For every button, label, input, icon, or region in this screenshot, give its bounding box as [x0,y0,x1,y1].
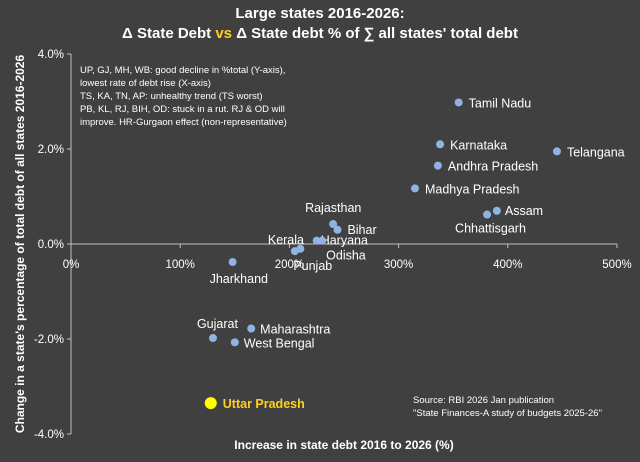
note-line-2: lowest rate of debt rise (X-axis) [80,78,211,89]
point-telangana [552,147,561,156]
x-ticks: 0% 100% 200% 300% 400% 500% [63,244,632,271]
point-label-uttar-pradesh: Uttar Pradesh [223,397,305,411]
point-label-karnataka: Karnataka [450,138,507,152]
point-label-tamil-nadu: Tamil Nadu [469,96,532,110]
note-line-5: improve. HR-Gurgaon effect (non-represen… [80,117,287,128]
y-tick-label: -4.0% [34,429,64,441]
subtitle-part-2: Δ State debt % of ∑ all states' total de… [232,25,518,42]
source-line-2: "State Finances-A study of budgets 2025-… [413,408,602,419]
x-tick-label: 0% [63,259,80,271]
point-label-bihar: Bihar [347,223,376,237]
point-uttar-pradesh [204,397,217,410]
data-points: Tamil Nadu Karnataka Telangana Andhra Prade… [197,96,625,411]
point-rajasthan [329,220,338,229]
x-tick-label: 300% [384,259,413,271]
point-label-punjab: Punjab [293,259,332,273]
chart-title: Large states 2016-2026: [235,5,404,22]
point-label-madhya-pradesh: Madhya Pradesh [425,182,520,196]
y-axis-label: Change in a state's percentage of total … [13,55,27,434]
source-line-1: Source: RBI 2026 Jan publication [413,395,554,406]
x-axis-label: Increase in state debt 2016 to 2026 (%) [234,438,453,452]
x-tick-label: 400% [493,259,522,271]
point-label-west-bengal: West Bengal [244,336,315,350]
point-label-haryana: Haryana [321,234,368,248]
y-tick-label: 0.0% [38,239,64,251]
point-label-chhattisgarh: Chhattisgarh [455,222,526,236]
x-tick-label: 500% [602,259,631,271]
point-maharashtra [247,324,256,333]
y-tick-label: 4.0% [38,49,64,61]
point-karnataka [436,140,445,149]
point-label-telangana: Telangana [567,145,625,159]
point-label-jharkhand: Jharkhand [210,272,268,286]
point-label-assam: Assam [505,204,543,218]
point-label-gujarat: Gujarat [197,317,239,331]
x-tick-label: 200% [275,259,304,271]
y-tick-label: -2.0% [34,334,64,346]
y-tick-label: 2.0% [38,144,64,156]
point-label-andhra-pradesh: Andhra Pradesh [448,160,538,174]
point-west-bengal [230,338,239,347]
point-bihar [333,225,342,234]
point-tamil-nadu [454,98,463,107]
point-punjab [296,244,305,253]
note-line-4: PB, KL, RJ, BIH, OD: stuck in a rut. RJ … [80,104,285,115]
point-assam [492,206,501,215]
point-label-maharashtra: Maharashtra [260,323,330,337]
note-line-3: TS, KA, TN, AP: unhealthy trend (TS wors… [80,91,263,102]
point-madhya-pradesh [410,184,419,193]
point-label-kerala: Kerala [268,233,304,247]
point-odisha [318,236,327,245]
y-ticks: 4.0% 2.0% 0.0% -2.0% -4.0% [34,49,71,441]
subtitle-vs: vs [215,25,232,42]
point-label-rajasthan: Rajasthan [305,201,361,215]
point-chhattisgarh [483,210,492,219]
point-label-odisha: Odisha [326,249,366,263]
point-jharkhand [228,258,237,267]
note-line-1: UP, GJ, MH, WB: good decline in %total (… [80,65,285,76]
point-gujarat [208,334,217,343]
point-andhra-pradesh [433,161,442,170]
subtitle-part-1: Δ State Debt [122,25,215,42]
x-tick-label: 100% [165,259,194,271]
chart-subtitle: Δ State Debt vs Δ State debt % of ∑ all … [122,25,518,42]
